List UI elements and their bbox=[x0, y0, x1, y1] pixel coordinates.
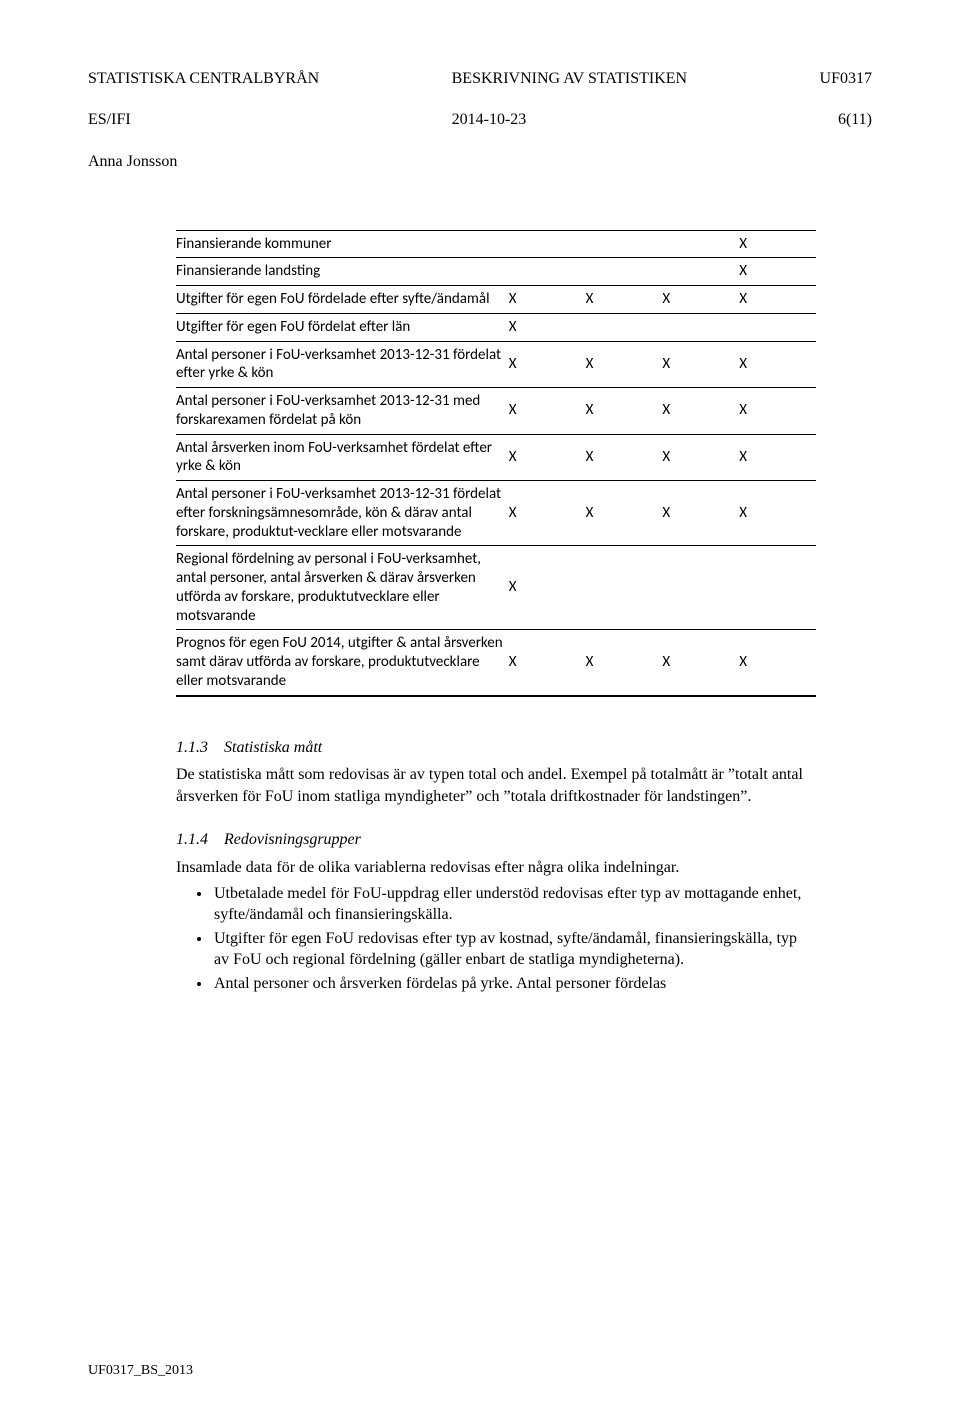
row-mark: X bbox=[509, 546, 586, 630]
row-mark: X bbox=[509, 286, 586, 314]
table-row: Antal personer i FoU-verksamhet 2013-12-… bbox=[176, 481, 816, 546]
row-label: Antal personer i FoU-verksamhet 2013-12-… bbox=[176, 388, 509, 435]
row-label: Finansierande landsting bbox=[176, 258, 509, 286]
row-label: Utgifter för egen FoU fördelat efter län bbox=[176, 313, 509, 341]
row-label: Antal personer i FoU-verksamhet 2013-12-… bbox=[176, 481, 509, 546]
row-mark bbox=[509, 258, 586, 286]
row-mark: X bbox=[586, 630, 663, 696]
row-mark: X bbox=[739, 630, 816, 696]
row-mark: X bbox=[662, 286, 739, 314]
list-item: Utgifter för egen FoU redovisas efter ty… bbox=[212, 928, 816, 971]
row-mark bbox=[586, 230, 663, 258]
row-mark: X bbox=[586, 286, 663, 314]
page: STATISTISKA CENTRALBYRÅN ES/IFI Anna Jon… bbox=[0, 0, 960, 1419]
header-left: STATISTISKA CENTRALBYRÅN ES/IFI Anna Jon… bbox=[88, 48, 319, 194]
row-mark: X bbox=[662, 630, 739, 696]
row-mark bbox=[662, 230, 739, 258]
row-mark bbox=[586, 313, 663, 341]
row-mark: X bbox=[662, 341, 739, 388]
row-mark: X bbox=[509, 630, 586, 696]
doc-title: BESKRIVNING AV STATISTIKEN bbox=[452, 69, 687, 90]
row-mark: X bbox=[586, 341, 663, 388]
row-mark bbox=[739, 313, 816, 341]
table-row: Antal personer i FoU-verksamhet 2013-12-… bbox=[176, 341, 816, 388]
section-114-title: Redovisningsgrupper bbox=[224, 831, 361, 848]
row-mark bbox=[509, 230, 586, 258]
row-mark bbox=[662, 546, 739, 630]
row-label: Antal årsverken inom FoU-verksamhet förd… bbox=[176, 434, 509, 481]
page-header: STATISTISKA CENTRALBYRÅN ES/IFI Anna Jon… bbox=[88, 48, 872, 194]
section-114-list: Utbetalade medel för FoU-uppdrag eller u… bbox=[176, 883, 816, 995]
row-label: Utgifter för egen FoU fördelade efter sy… bbox=[176, 286, 509, 314]
body-text: 1.1.3 Statistiska mått De statistiska må… bbox=[176, 737, 816, 995]
row-mark: X bbox=[739, 258, 816, 286]
table-row: Antal årsverken inom FoU-verksamhet förd… bbox=[176, 434, 816, 481]
doc-date: 2014-10-23 bbox=[452, 110, 687, 131]
row-mark bbox=[739, 546, 816, 630]
row-mark bbox=[586, 546, 663, 630]
row-mark: X bbox=[586, 481, 663, 546]
list-item: Utbetalade medel för FoU-uppdrag eller u… bbox=[212, 883, 816, 926]
row-mark: X bbox=[739, 388, 816, 435]
list-item: Antal personer och årsverken fördelas på… bbox=[212, 973, 816, 995]
section-113-heading: 1.1.3 Statistiska mått bbox=[176, 737, 816, 759]
doc-code: UF0317 bbox=[820, 69, 872, 90]
section-114-heading: 1.1.4 Redovisningsgrupper bbox=[176, 829, 816, 851]
row-mark: X bbox=[509, 388, 586, 435]
section-114-intro: Insamlade data för de olika variablerna … bbox=[176, 857, 816, 879]
row-mark bbox=[586, 258, 663, 286]
table-row: Finansierande landsting X bbox=[176, 258, 816, 286]
section-113-paragraph: De statistiska mått som redovisas är av … bbox=[176, 764, 816, 807]
row-mark: X bbox=[509, 481, 586, 546]
variables-table-body: Finansierande kommuner X Finansierande l… bbox=[176, 230, 816, 696]
row-mark: X bbox=[509, 434, 586, 481]
row-mark: X bbox=[509, 313, 586, 341]
table-row: Utgifter för egen FoU fördelade efter sy… bbox=[176, 286, 816, 314]
dept-code: ES/IFI bbox=[88, 110, 319, 131]
section-114-number: 1.1.4 bbox=[176, 831, 208, 848]
header-right: UF0317 6(11) bbox=[820, 48, 872, 194]
row-mark: X bbox=[662, 481, 739, 546]
row-mark: X bbox=[739, 286, 816, 314]
page-number: 6(11) bbox=[820, 110, 872, 131]
row-mark: X bbox=[509, 341, 586, 388]
row-mark bbox=[662, 313, 739, 341]
row-mark: X bbox=[586, 388, 663, 435]
section-113-number: 1.1.3 bbox=[176, 739, 208, 756]
section-113-title: Statistiska mått bbox=[224, 739, 322, 756]
row-mark: X bbox=[739, 434, 816, 481]
row-mark: X bbox=[586, 434, 663, 481]
variables-table: Finansierande kommuner X Finansierande l… bbox=[176, 230, 816, 697]
row-label: Regional fördelning av personal i FoU-ve… bbox=[176, 546, 509, 630]
table-row: Finansierande kommuner X bbox=[176, 230, 816, 258]
row-mark: X bbox=[662, 388, 739, 435]
row-mark bbox=[662, 258, 739, 286]
row-mark: X bbox=[739, 481, 816, 546]
variables-table-wrap: Finansierande kommuner X Finansierande l… bbox=[176, 230, 816, 697]
row-mark: X bbox=[739, 230, 816, 258]
header-center: BESKRIVNING AV STATISTIKEN 2014-10-23 bbox=[452, 48, 687, 194]
table-row: Antal personer i FoU-verksamhet 2013-12-… bbox=[176, 388, 816, 435]
author-name: Anna Jonsson bbox=[88, 152, 319, 173]
row-mark: X bbox=[662, 434, 739, 481]
row-label: Antal personer i FoU-verksamhet 2013-12-… bbox=[176, 341, 509, 388]
table-row: Utgifter för egen FoU fördelat efter län… bbox=[176, 313, 816, 341]
row-label: Finansierande kommuner bbox=[176, 230, 509, 258]
table-row: Prognos för egen FoU 2014, utgifter & an… bbox=[176, 630, 816, 696]
footer-code: UF0317_BS_2013 bbox=[88, 1363, 193, 1379]
row-label: Prognos för egen FoU 2014, utgifter & an… bbox=[176, 630, 509, 696]
table-row: Regional fördelning av personal i FoU-ve… bbox=[176, 546, 816, 630]
org-name: STATISTISKA CENTRALBYRÅN bbox=[88, 69, 319, 90]
row-mark: X bbox=[739, 341, 816, 388]
